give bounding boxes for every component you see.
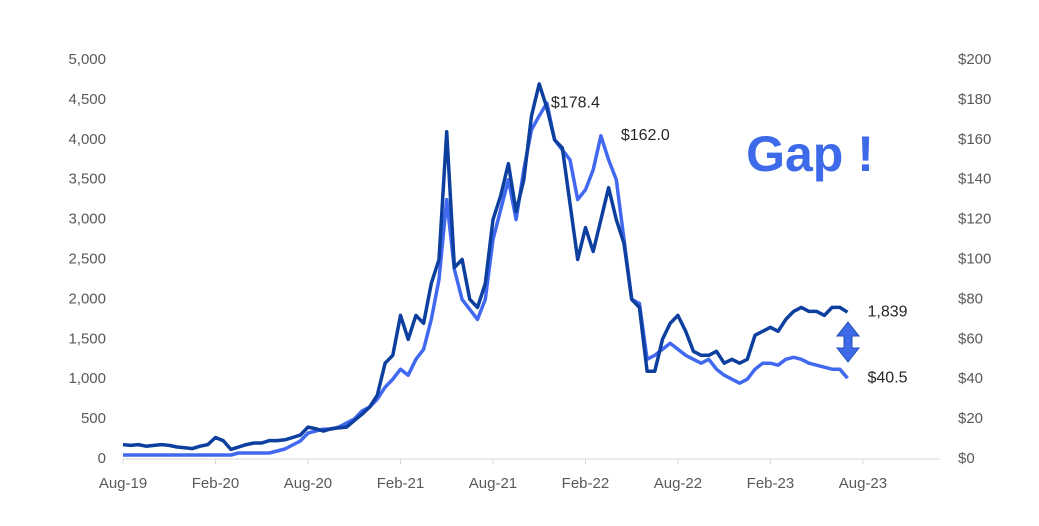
y-tick-label: 0 [98,450,106,467]
y-tick-label: 500 [81,410,106,427]
y-tick-label: 1,500 [68,330,106,347]
x-tick-label: Aug-22 [654,475,702,492]
x-tick-label: Feb-21 [377,475,425,492]
y-tick-label: 2,000 [68,290,106,307]
y-tick-label: 3,000 [68,211,106,228]
y-tick-label: 4,500 [68,91,106,108]
annotation: Gap ! [746,126,874,182]
y-tick-label: 5,000 [68,51,106,68]
x-tick-label: Feb-22 [562,475,610,492]
y2-tick-label: $80 [958,290,983,307]
y2-tick-label: $160 [958,131,991,148]
x-tick-label: Feb-23 [747,475,795,492]
value-label: $40.5 [868,369,908,386]
x-tick-label: Aug-19 [99,475,147,492]
x-tick-label: Aug-23 [839,475,887,492]
y2-tick-label: $200 [958,51,991,68]
y2-tick-label: $0 [958,450,975,467]
value-label: $162.0 [621,127,670,144]
x-tick-label: Aug-21 [469,475,517,492]
series-line [122,82,849,452]
y2-tick-label: $120 [958,211,991,228]
y-tick-label: 1,000 [68,370,106,387]
x-tick-label: Aug-20 [284,475,332,492]
y-tick-label: 4,000 [68,131,106,148]
y2-tick-label: $40 [958,370,983,387]
value-label: 1,839 [868,303,908,320]
gap-arrow [835,321,861,363]
y2-tick-label: $180 [958,91,991,108]
y2-tick-label: $20 [958,410,983,427]
y2-tick-label: $100 [958,250,991,267]
value-label: $178.4 [551,94,600,111]
x-tick-label: Feb-20 [192,475,240,492]
y2-tick-label: $60 [958,330,983,347]
y2-tick-label: $140 [958,171,991,188]
y-tick-label: 3,500 [68,171,106,188]
y-tick-label: 2,500 [68,250,106,267]
series-line [123,101,849,457]
